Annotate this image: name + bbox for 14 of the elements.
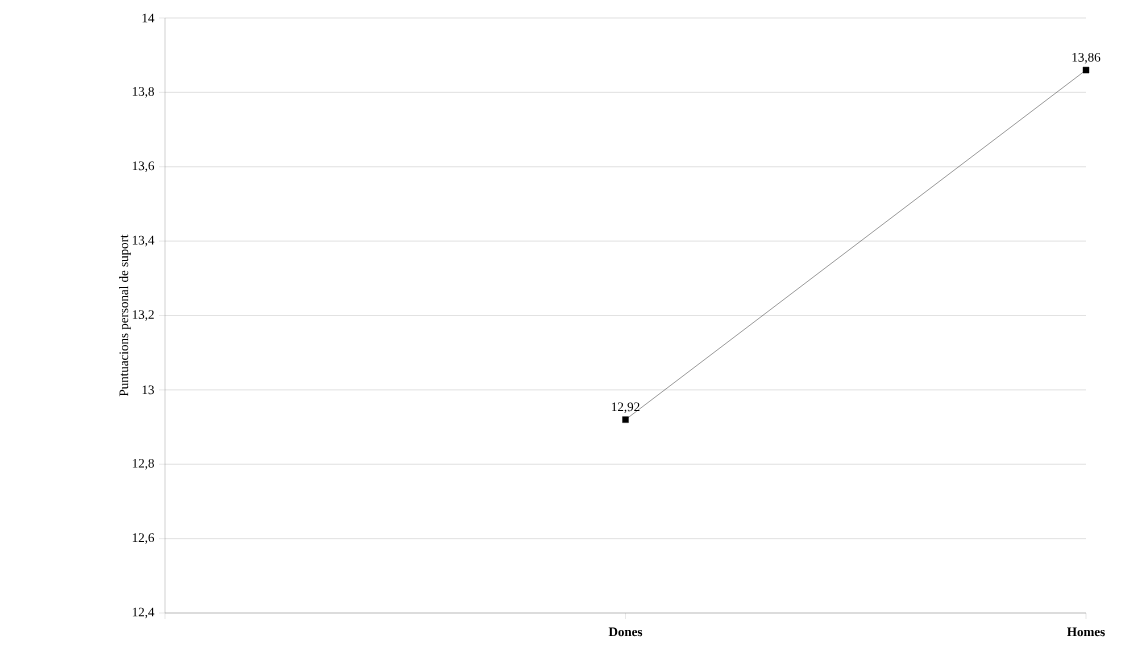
data-label: 12,92	[612, 402, 640, 414]
y-tick-label: 13,8	[132, 87, 154, 98]
y-tick-label: 12,4	[132, 607, 155, 619]
x-tick-label: Dones	[608, 627, 643, 637]
y-tick-label: 13	[142, 385, 154, 395]
y-tick-label: 13,6	[132, 161, 155, 173]
x-tick-label: Homes	[1067, 627, 1105, 637]
y-tick-label: 13,2	[132, 310, 154, 321]
y-tick-label: 14	[142, 13, 155, 23]
data-label: 13,86	[1072, 52, 1101, 64]
y-tick-label: 12,8	[132, 458, 154, 470]
y-axis-title: Puntuacions personal de suport	[119, 234, 131, 397]
y-tick-label: 12,6	[132, 533, 155, 544]
y-tick-label: 13,4	[132, 235, 155, 247]
